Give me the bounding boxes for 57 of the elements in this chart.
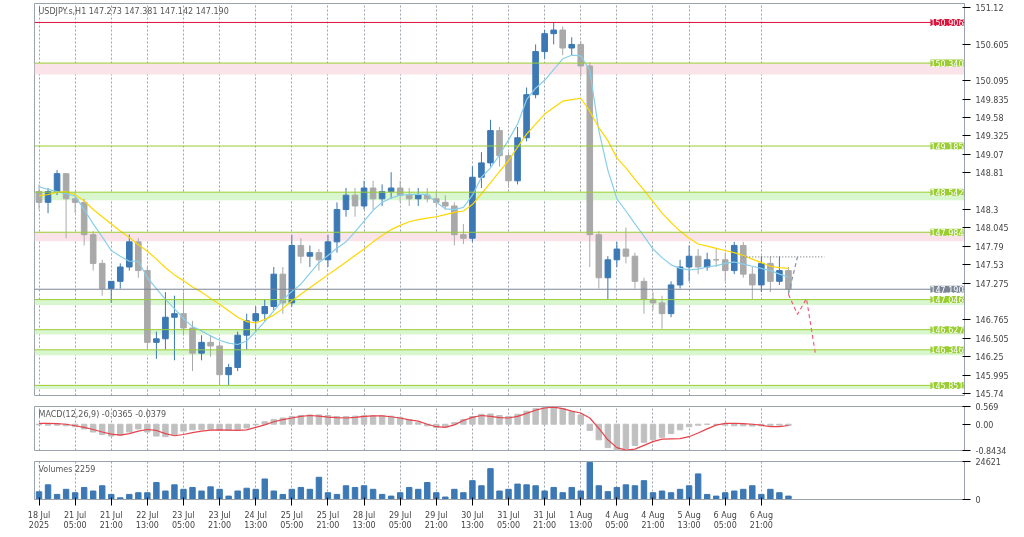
- ref-line-label: 147.046: [930, 296, 964, 306]
- y-tick-label: 0.569: [975, 403, 999, 412]
- y-tick-label: 146.505: [975, 334, 1009, 344]
- x-tick-label: 24 Jul 13:00: [244, 510, 268, 531]
- ref-line-label: 146.627: [930, 326, 964, 336]
- x-tick-label: 25 Jul 21:00: [316, 510, 340, 531]
- ref-line-label: 149.185: [930, 142, 964, 152]
- x-tick-label: 6 Aug 05:00: [713, 510, 737, 531]
- ref-line-label: 147.190: [930, 285, 964, 295]
- chart-title: MACD(12,26,9) -0.0365 -0.0379: [38, 409, 167, 419]
- y-tick-label: 0.00: [975, 420, 994, 430]
- ref-line-label: 147.984: [930, 228, 964, 238]
- ref-line-label: 145.851: [930, 381, 964, 391]
- y-tick-label: 150.095: [975, 77, 1009, 87]
- y-tick-label: 148.3: [975, 206, 999, 216]
- x-tick-label: 23 Jul 21:00: [208, 510, 232, 531]
- ref-line-label: 146.346: [930, 346, 964, 356]
- y-tick-label: 146.25: [975, 353, 1004, 363]
- y-tick-label: 151.12: [975, 3, 1004, 13]
- x-tick-label: 31 Jul 05:00: [497, 510, 521, 531]
- x-tick-label: 30 Jul 13:00: [460, 510, 484, 531]
- x-tick-label: 6 Aug 21:00: [749, 510, 773, 531]
- y-tick-label: -0.8434: [975, 447, 1007, 456]
- y-tick-label: 149.58: [975, 114, 1004, 124]
- ref-line-label: 148.542: [930, 188, 964, 198]
- x-tick-label: 29 Jul 05:00: [388, 510, 412, 531]
- x-tick-label: 5 Aug 13:00: [677, 510, 701, 531]
- y-tick-label: 148.81: [975, 169, 1004, 179]
- y-tick-label: 147.79: [975, 242, 1004, 252]
- x-tick-label: 23 Jul 05:00: [171, 510, 196, 531]
- x-tick-label: 22 Jul 13:00: [135, 510, 159, 531]
- x-tick-label: 25 Jul 05:00: [280, 510, 304, 531]
- y-tick-label: 149.325: [975, 132, 1009, 142]
- x-tick-label: 28 Jul 13:00: [352, 510, 376, 531]
- x-tick-label: 21 Jul 05:00: [63, 510, 87, 531]
- x-tick-label: 29 Jul 21:00: [424, 510, 448, 531]
- x-tick-label: 1 Aug 13:00: [569, 510, 593, 531]
- ref-line-label: 150.906: [930, 18, 964, 28]
- x-tick-label: 18 Jul 2025: [27, 510, 51, 531]
- chart-title: USDJPY.s,H1 147.273 147.381 147.142 147.190: [38, 6, 229, 16]
- y-tick-label: 147.53: [975, 261, 1004, 271]
- y-tick-label: 149.07: [975, 150, 1004, 160]
- x-tick-label: 4 Aug 05:00: [605, 510, 629, 531]
- ref-line-label: 150.340: [930, 59, 964, 69]
- y-tick-label: 146.765: [975, 316, 1009, 326]
- x-tick-label: 4 Aug 21:00: [641, 510, 665, 531]
- y-tick-label: 145.995: [975, 371, 1009, 381]
- x-tick-label: 31 Jul 21:00: [533, 510, 557, 531]
- y-tick-label: 24621: [975, 458, 1001, 467]
- chart-title: Volumes 2259: [38, 464, 96, 474]
- x-tick-label: 21 Jul 21:00: [99, 510, 123, 531]
- y-tick-label: 149.835: [975, 95, 1009, 105]
- y-tick-label: 0: [975, 496, 981, 505]
- y-tick-label: 150.605: [975, 40, 1009, 50]
- y-tick-label: 145.74: [975, 389, 1004, 399]
- y-tick-label: 147.275: [975, 279, 1009, 289]
- y-tick-label: 148.045: [975, 224, 1009, 234]
